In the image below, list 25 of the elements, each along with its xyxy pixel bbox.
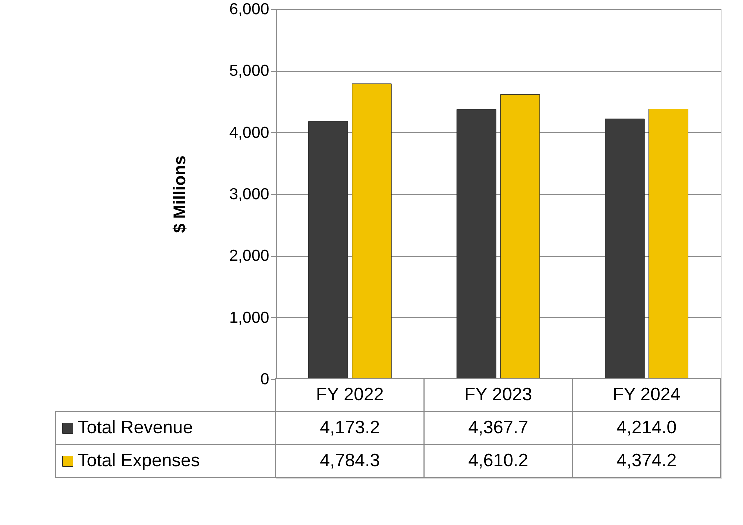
data-label: 4,610.2 xyxy=(468,450,529,470)
x-tick-label: FY 2024 xyxy=(612,384,681,404)
y-tick-label: 4,000 xyxy=(229,124,270,142)
bar xyxy=(605,118,645,380)
bar xyxy=(648,109,689,380)
data-label: 4,374.2 xyxy=(616,450,677,470)
bar xyxy=(352,84,392,380)
bar xyxy=(500,94,540,380)
y-tick-label: 2,000 xyxy=(229,248,270,266)
y-tick-label: 0 xyxy=(260,372,270,388)
y-tick-label: 6,000 xyxy=(229,2,270,18)
y-axis-title: $ Millions xyxy=(170,156,190,234)
y-tick-label: 5,000 xyxy=(229,63,270,80)
x-tick-label: FY 2022 xyxy=(316,384,384,404)
data-label: 4,784.3 xyxy=(320,450,380,470)
x-tick-label: FY 2023 xyxy=(464,384,532,404)
data-label: 4,367.7 xyxy=(468,418,529,438)
y-tick-label: 3,000 xyxy=(229,186,270,204)
legend-label: Total Revenue xyxy=(78,418,194,438)
data-label: 4,214.0 xyxy=(616,418,677,438)
data-label: 4,173.2 xyxy=(320,418,380,438)
legend-label: Total Expenses xyxy=(78,450,200,470)
bar xyxy=(456,109,497,380)
bar xyxy=(308,121,348,380)
y-tick-label: 1,000 xyxy=(229,310,270,327)
